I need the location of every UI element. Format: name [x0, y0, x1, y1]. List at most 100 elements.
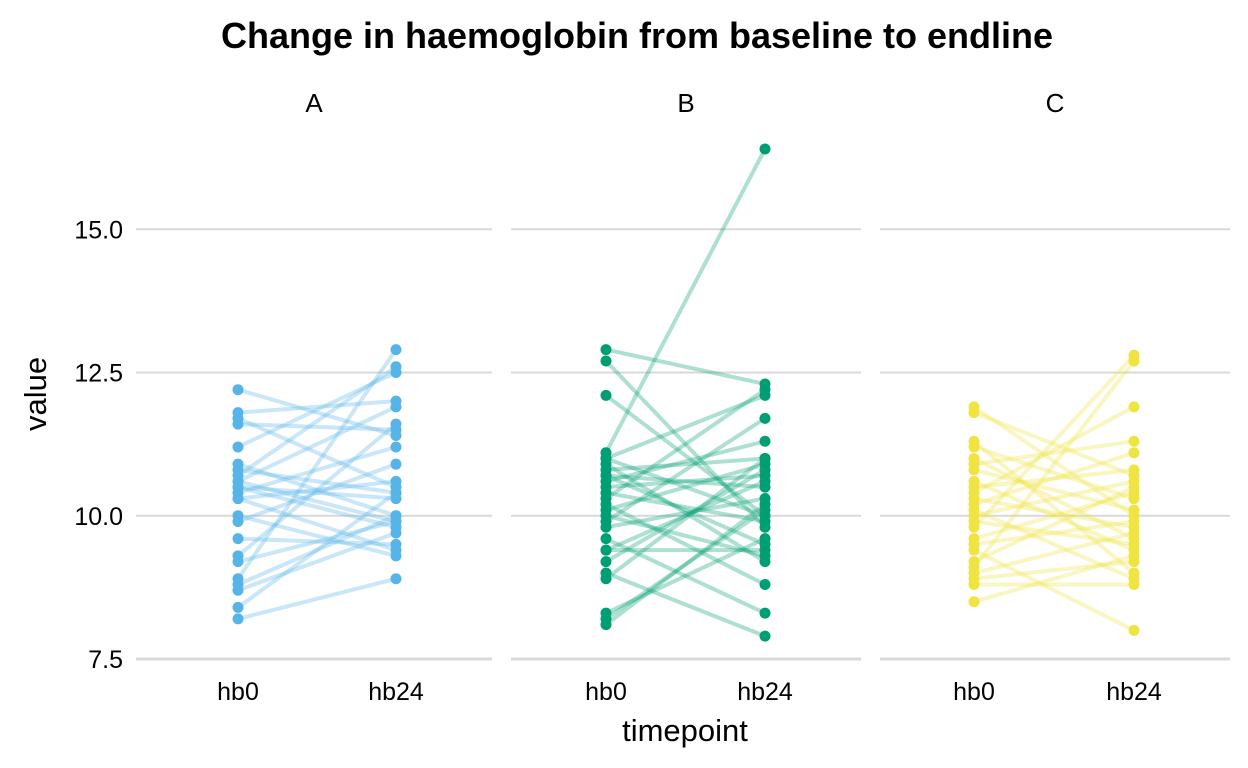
series-line	[604, 456, 767, 581]
series-line	[604, 502, 767, 587]
series-line	[972, 553, 1136, 604]
data-point	[600, 355, 612, 367]
series-line	[236, 370, 398, 449]
series-line	[972, 485, 1136, 564]
data-point	[759, 384, 771, 396]
series-line	[604, 456, 767, 472]
data-point	[390, 418, 402, 430]
data-point	[390, 441, 402, 453]
data-point	[232, 601, 244, 613]
series-line	[972, 404, 1136, 518]
data-point	[390, 361, 402, 373]
data-point	[1128, 481, 1140, 493]
data-point	[1128, 515, 1140, 527]
series-line	[236, 462, 398, 524]
data-point	[232, 533, 244, 545]
series-line	[236, 513, 398, 587]
data-point	[232, 613, 244, 625]
series-line	[972, 508, 1136, 581]
data-point	[600, 344, 612, 356]
data-point	[1128, 550, 1140, 562]
y-tick-label: 7.5	[88, 646, 123, 674]
series-line	[236, 399, 398, 415]
series-line	[236, 422, 398, 432]
series-line	[236, 462, 398, 518]
series-line	[236, 576, 398, 621]
data-point	[759, 544, 771, 556]
series-line	[972, 490, 1136, 541]
series-line	[604, 147, 767, 455]
data-point	[600, 573, 612, 585]
series-line	[972, 359, 1136, 570]
x-tick-label: hb0	[953, 678, 995, 706]
series-line	[604, 347, 767, 386]
data-point	[759, 475, 771, 487]
series-line	[236, 422, 398, 558]
series-line	[972, 519, 1136, 547]
data-point	[759, 515, 771, 527]
x-tick-label: hb0	[585, 678, 627, 706]
data-point	[759, 464, 771, 476]
data-point	[759, 452, 771, 464]
data-point	[1128, 624, 1140, 636]
data-point	[232, 384, 244, 396]
series-line	[604, 508, 767, 621]
data-point	[968, 521, 980, 533]
x-tick-label: hb0	[217, 678, 259, 706]
data-point	[390, 475, 402, 487]
data-point	[1128, 401, 1140, 413]
data-point	[1128, 504, 1140, 516]
series-line	[604, 536, 767, 616]
y-axis-title: value	[18, 357, 53, 431]
series-line	[972, 467, 1136, 513]
series-line	[604, 416, 767, 524]
series-line	[236, 364, 398, 478]
series-line	[236, 347, 398, 581]
data-point	[1128, 538, 1140, 550]
series-line	[236, 485, 398, 501]
series-line	[972, 496, 1136, 530]
series-line	[236, 479, 398, 501]
x-tick-label: hb24	[1106, 678, 1162, 706]
data-point	[232, 584, 244, 596]
series-line	[236, 387, 398, 438]
data-point	[600, 533, 612, 545]
series-line	[972, 530, 1136, 576]
series-line	[972, 559, 1136, 581]
data-point	[968, 407, 980, 419]
data-point	[759, 607, 771, 619]
series-line	[972, 439, 1136, 576]
series-line	[604, 439, 767, 484]
series-line	[604, 473, 767, 547]
series-line	[236, 404, 398, 484]
data-point	[390, 538, 402, 550]
series-line	[604, 462, 767, 513]
series-line	[604, 456, 767, 518]
data-point	[759, 533, 771, 545]
data-point	[390, 550, 402, 562]
data-point	[390, 527, 402, 539]
series-line	[972, 479, 1136, 553]
data-point	[232, 556, 244, 568]
series-line	[236, 416, 398, 490]
series-line	[604, 393, 767, 461]
facet-label: B	[677, 88, 694, 118]
data-point	[968, 544, 980, 556]
series-line	[972, 548, 1136, 633]
data-point	[1128, 355, 1140, 367]
series-line	[236, 513, 398, 558]
x-tick-label: hb24	[737, 678, 793, 706]
data-point	[232, 418, 244, 430]
data-point	[1128, 435, 1140, 447]
series-line	[236, 444, 398, 495]
series-line	[972, 353, 1136, 530]
series-line	[604, 536, 767, 616]
series-line	[972, 439, 1136, 467]
series-line	[236, 490, 398, 610]
series-line	[236, 479, 398, 524]
series-line	[972, 467, 1136, 490]
